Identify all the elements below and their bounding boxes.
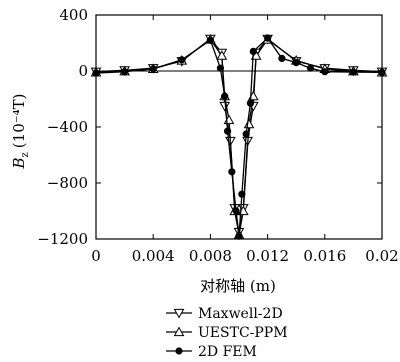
data-point — [349, 68, 357, 76]
legend-item: UESTC-PPM — [166, 325, 288, 341]
y-tick-label: −1200 — [37, 230, 88, 248]
x-tick-label: 0.008 — [189, 247, 232, 265]
series-uestc-ppm — [90, 33, 388, 239]
x-tick-label: 0.004 — [132, 247, 175, 265]
data-point — [264, 34, 272, 42]
legend: Maxwell-2D UESTC-PPM 2D FEM — [166, 306, 288, 360]
data-point — [223, 127, 232, 135]
data-point — [121, 68, 129, 76]
data-point — [149, 65, 157, 73]
y-tick-label: 400 — [59, 6, 88, 24]
data-point — [306, 64, 315, 72]
data-point — [249, 47, 257, 56]
x-tick-label: 0.016 — [303, 247, 346, 265]
data-point — [292, 59, 300, 67]
series-line — [95, 37, 383, 237]
data-point — [250, 50, 262, 60]
data-point — [221, 92, 229, 100]
legend-marker — [175, 347, 183, 355]
data-point — [243, 118, 255, 129]
x-tick-label: 0.012 — [246, 247, 289, 265]
data-point — [228, 168, 236, 176]
data-point — [206, 36, 214, 44]
series-2d-fem — [92, 34, 386, 240]
series-maxwell-2d — [90, 34, 388, 238]
legend-label: 2D FEM — [198, 344, 257, 360]
legend-label: Maxwell-2D — [198, 306, 283, 322]
data-point — [278, 54, 286, 63]
legend-item: 2D FEM — [166, 344, 257, 360]
data-point — [378, 68, 386, 76]
data-point — [216, 50, 228, 60]
data-point — [246, 99, 255, 107]
x-axis-label: 对称轴 (m) — [200, 277, 276, 295]
x-tick-label: 0 — [91, 247, 101, 265]
data-point — [216, 64, 225, 72]
legend-marker — [173, 326, 185, 337]
series-line — [95, 37, 383, 233]
series-layer — [90, 33, 388, 240]
data-point — [321, 68, 329, 76]
y-tick-label: 0 — [78, 62, 88, 80]
data-point — [232, 207, 240, 215]
x-tick-label: 0.02 — [365, 247, 398, 265]
legend-label: UESTC-PPM — [198, 325, 288, 341]
y-axis-label: Bz(10⁻⁴T) — [10, 93, 31, 169]
data-point — [242, 130, 250, 138]
y-tick-label: −400 — [47, 118, 88, 136]
y-tick-label: −800 — [47, 174, 88, 192]
legend-item: Maxwell-2D — [166, 306, 283, 322]
legend-marker — [173, 308, 185, 319]
data-point — [178, 56, 186, 64]
data-point — [238, 190, 246, 198]
data-point — [235, 232, 243, 240]
